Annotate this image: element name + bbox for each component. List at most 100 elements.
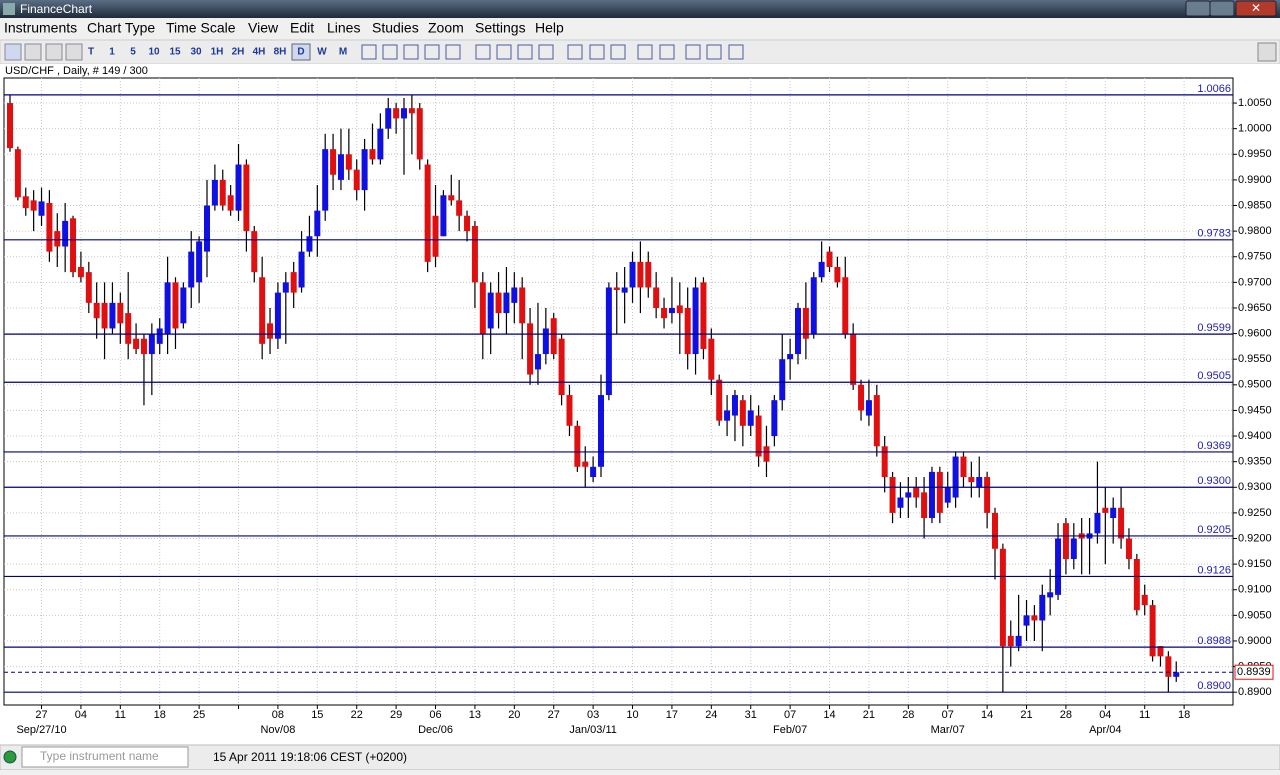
candle-body [858,384,865,411]
candle-body [77,266,84,278]
candle-body [251,231,258,273]
candle-body [661,307,668,319]
timeframe-button[interactable]: 10 [148,47,160,58]
minimize-button[interactable] [1185,0,1211,17]
candle-body [85,272,92,303]
timeframe-button[interactable]: W [317,47,327,58]
tool-icon[interactable] [706,44,722,60]
x-tick-label: 27 [35,709,47,721]
candle-body [204,205,210,252]
y-tick-label: 0.9350 [1238,456,1272,468]
timeframe-button[interactable]: 2H [232,47,245,58]
y-tick-label: 0.9050 [1238,609,1272,621]
tool-pressed[interactable] [291,43,311,61]
window-title: FinanceChart [20,2,93,16]
y-tick-label: 0.9150 [1238,558,1272,570]
tool-icon[interactable] [610,44,626,60]
tool-icon[interactable] [45,43,63,61]
candle-body [873,395,880,447]
timeframe-button[interactable]: 15 [169,47,181,58]
candle-body [834,266,841,283]
instrument-search[interactable] [21,746,189,768]
candle-body [645,261,652,288]
tool-icon[interactable] [728,44,744,60]
tool-icon[interactable] [538,44,554,60]
tool-icon[interactable] [424,44,440,60]
timeframe-button[interactable]: 4H [253,47,266,58]
candle-body [605,287,612,396]
timeframe-button[interactable]: 1 [109,47,115,58]
x-tick-label: 11 [115,709,126,721]
menu-item[interactable]: Zoom [428,20,464,36]
candle-body [361,149,368,191]
tool-icon[interactable] [637,44,653,60]
candle-body [432,215,439,257]
candle-body [156,328,163,344]
timeframe-button[interactable]: 1H [211,47,224,58]
tool-icon[interactable] [685,44,701,60]
menu-item[interactable]: Chart Type [87,20,155,36]
close-button[interactable] [1235,0,1277,17]
candle-body [22,196,29,209]
candle-body [1141,594,1148,606]
tool-icon[interactable] [361,44,377,60]
menu-item[interactable]: Instruments [4,20,77,36]
timeframe-button[interactable]: D [297,47,304,58]
timeframe-button[interactable]: T [88,47,94,58]
menu-item[interactable]: Settings [475,20,526,36]
y-tick-label: 0.8900 [1238,686,1272,698]
x-tick-label: 25 [193,709,205,721]
tool-icon[interactable] [567,44,583,60]
menu-item[interactable]: Studies [372,20,419,36]
candle-body [1023,615,1030,626]
level-label: 0.9205 [1197,524,1231,536]
x-tick-label: 24 [705,709,717,721]
candle-body [38,201,45,216]
candle-body [566,395,573,426]
tool-icon[interactable] [496,44,512,60]
tool-icon[interactable] [475,44,491,60]
tool-icon[interactable] [517,44,533,60]
x-tick-label: 14 [981,709,993,721]
level-label: 0.8900 [1197,680,1231,692]
candle-body [1070,538,1077,559]
x-tick-label: 28 [902,709,914,721]
menu-item[interactable]: Time Scale [166,20,236,36]
tool-icon[interactable] [24,43,42,61]
timeframe-button[interactable]: 8H [274,47,287,58]
tool-icon[interactable] [382,44,398,60]
tool-icon[interactable] [445,44,461,60]
timeframe-button[interactable]: 5 [130,47,136,58]
x-tick-label: 04 [1099,709,1111,721]
candle-body [1047,592,1054,598]
candle-body [377,128,384,160]
y-tick-label: 0.9950 [1238,148,1272,160]
maximize-button[interactable] [1209,0,1235,17]
panel-button[interactable] [1257,42,1277,62]
menu-item[interactable]: View [248,20,279,36]
plot: 1.0050 1.0000 0.9950 0.9900 0.9850 0.9800 0.97… [4,78,1274,736]
candle-body [471,226,478,283]
menu-item[interactable]: Help [535,20,564,36]
candle-body [676,305,683,314]
candle-body [621,287,628,293]
level-label: 0.9126 [1197,564,1231,576]
candle-body [1039,594,1046,621]
candle-body [140,338,147,355]
candle-body [487,292,494,329]
timeframe-button[interactable]: 30 [190,47,202,58]
tool-icon[interactable] [4,43,22,61]
menu-item[interactable]: Edit [290,20,314,36]
menu-item[interactable]: Lines [327,20,360,36]
tool-icon[interactable] [403,44,419,60]
tool-icon[interactable] [65,43,83,61]
x-tick-label: 06 [429,709,441,721]
timeframe-button[interactable]: M [339,47,347,58]
tool-icon[interactable] [589,44,605,60]
candle-body [1157,646,1164,657]
x-group-label: Mar/07 [931,724,965,736]
candle-body [582,461,589,467]
tool-icon[interactable] [659,44,675,60]
candle-body [424,164,431,262]
